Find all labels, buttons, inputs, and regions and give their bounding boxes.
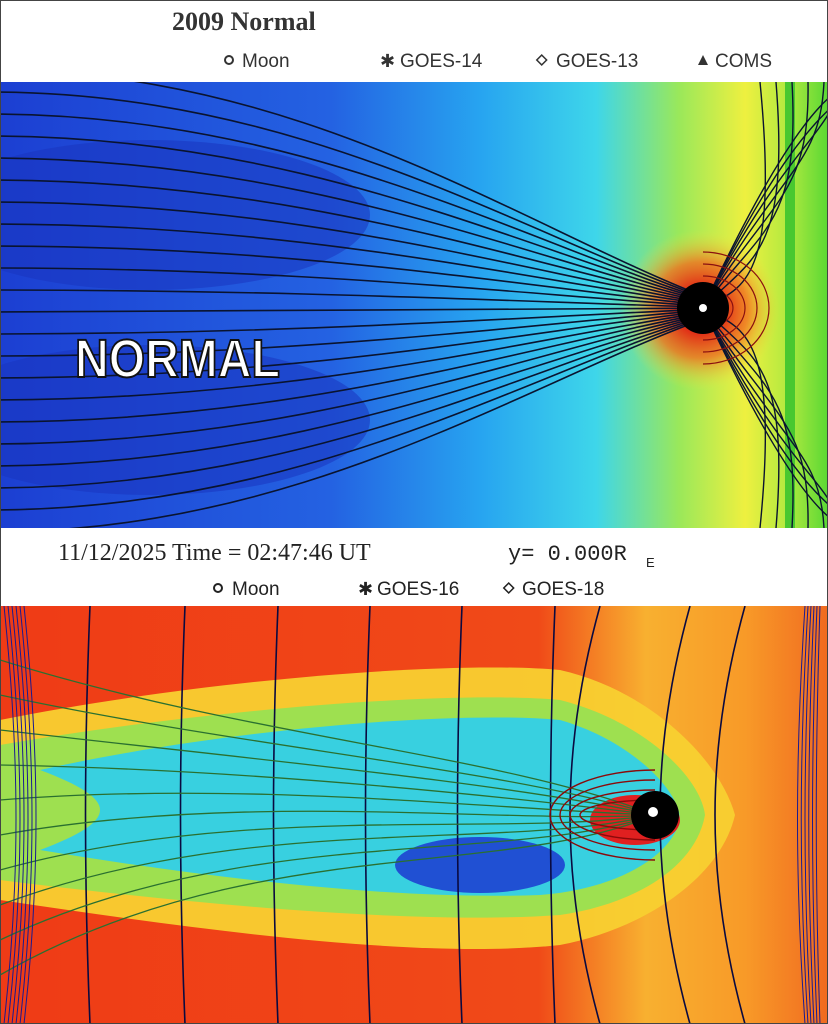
- field-line: [815, 606, 821, 1024]
- field-line: [0, 201, 704, 304]
- legend-entry: GOES-16: [377, 579, 459, 600]
- field-line: [272, 606, 279, 1024]
- timestamp: 11/12/2025 Time = 02:47:46 UT: [58, 540, 371, 566]
- field-line: [702, 307, 828, 505]
- field-lines: [0, 606, 821, 1024]
- legend-entry: Moon: [242, 51, 290, 72]
- field-line: [0, 113, 704, 300]
- field-line: [579, 799, 656, 831]
- field-line: [0, 317, 704, 511]
- field-line: [569, 789, 656, 841]
- legend-entry: Moon: [232, 579, 280, 600]
- field-line: [0, 814, 656, 941]
- legend-entry: GOES-14: [400, 51, 483, 72]
- field-line: [0, 315, 704, 467]
- field-line: [0, 814, 656, 871]
- field-line: [0, 309, 704, 357]
- goes-icon: [535, 53, 548, 67]
- density-zone: [395, 837, 565, 893]
- moon-icon: [213, 583, 223, 593]
- legend-entry: COMS: [715, 51, 772, 72]
- field-line: [0, 267, 704, 307]
- field-line: [0, 312, 704, 423]
- field-line: [364, 606, 371, 1024]
- field-line: [0, 91, 704, 298]
- panel-label: NORMAL: [75, 329, 280, 389]
- field-line: [702, 307, 809, 528]
- field-line: [0, 157, 704, 302]
- field-line: [0, 316, 704, 489]
- field-line: [0, 814, 656, 976]
- field-line: [0, 810, 656, 836]
- field-line: [133, 82, 704, 297]
- field-line: [800, 606, 809, 1024]
- field-line: [714, 606, 746, 1024]
- boundary-strip: [785, 82, 795, 528]
- earth-center: [648, 807, 658, 817]
- legend-entry: GOES-13: [556, 51, 638, 72]
- field-line: [7, 606, 21, 1024]
- top-simulation: NORMAL: [0, 82, 828, 528]
- moon-icon: [224, 55, 234, 65]
- field-line: [0, 764, 656, 816]
- field-line: [0, 310, 704, 379]
- field-line: [0, 792, 656, 816]
- field-line: [0, 694, 656, 816]
- field-line: [702, 307, 794, 528]
- field-line: [0, 307, 704, 313]
- coms-icon: [698, 55, 708, 65]
- field-line: [23, 606, 37, 1024]
- coordinate-subscript: E: [646, 555, 655, 570]
- field-line: [804, 606, 812, 1024]
- field-line: [456, 606, 463, 1024]
- header-background: [0, 0, 828, 82]
- field-line: [0, 289, 704, 308]
- field-line: [0, 179, 704, 303]
- field-line: [19, 606, 33, 1024]
- field-line: [11, 606, 25, 1024]
- field-line: [0, 135, 704, 301]
- field-line: [559, 779, 656, 851]
- field-line: [702, 307, 828, 518]
- field-line: [702, 251, 770, 365]
- field-line: [702, 109, 828, 309]
- header-background: [0, 528, 828, 606]
- field-line: [0, 314, 704, 445]
- field-line: [549, 769, 656, 861]
- field-line: [808, 606, 815, 1024]
- goes-icon: [502, 581, 515, 595]
- field-line: [702, 113, 828, 309]
- field-line: [0, 245, 704, 306]
- field-line: [812, 606, 818, 1024]
- field-line: [84, 606, 91, 1024]
- field-line: [0, 814, 656, 906]
- density-band: [0, 140, 370, 290]
- field-line: [702, 82, 809, 309]
- field-line: [3, 606, 17, 1024]
- goes-icon: ✱: [380, 51, 395, 71]
- field-line: [0, 311, 704, 401]
- field-line: [15, 606, 29, 1024]
- field-line: [702, 307, 825, 528]
- field-line: [0, 308, 704, 335]
- field-line: [702, 82, 825, 309]
- field-line: [702, 263, 758, 353]
- bottom-simulation: [0, 606, 828, 1024]
- field-line: [797, 606, 806, 1024]
- field-line: [702, 97, 828, 309]
- field-line: [0, 223, 704, 305]
- earth-center: [699, 304, 707, 312]
- field-line: [702, 82, 794, 309]
- legend-entry: GOES-18: [522, 579, 604, 600]
- field-line: [702, 307, 828, 500]
- field-line: [67, 318, 704, 528]
- goes-icon: ✱: [358, 579, 373, 599]
- panel-title: 2009 Normal: [172, 7, 316, 36]
- coordinate: y= 0.000R: [508, 542, 627, 567]
- field-line: [702, 275, 746, 341]
